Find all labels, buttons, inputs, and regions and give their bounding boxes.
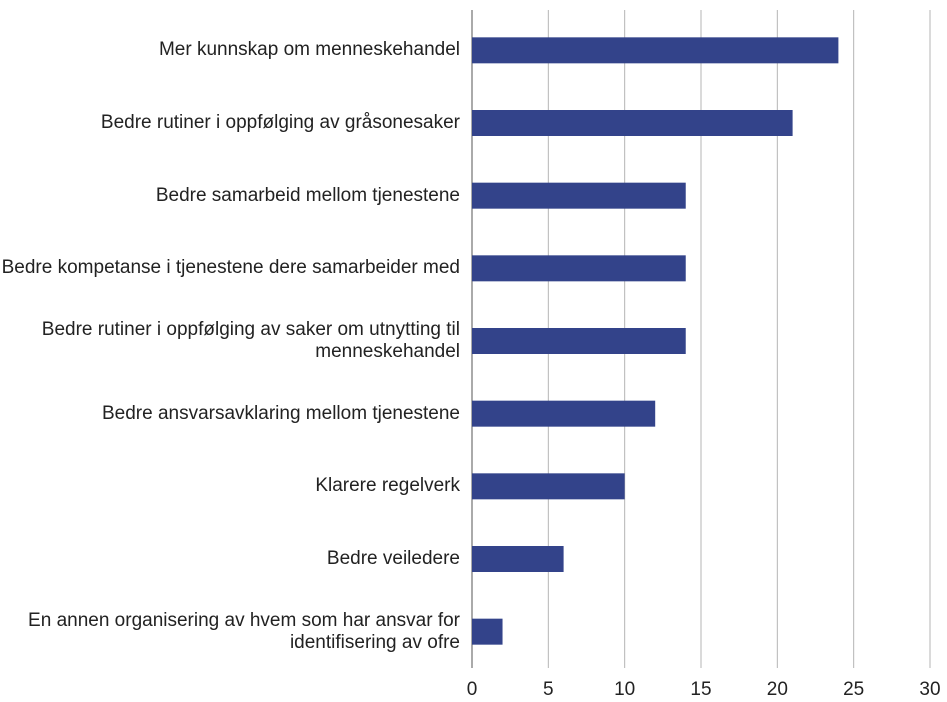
x-tick-label: 30: [919, 679, 940, 700]
bar: [472, 618, 503, 645]
x-tick-label: 5: [543, 679, 554, 700]
x-tick-label: 15: [690, 679, 711, 700]
bar: [472, 37, 839, 64]
y-tick-label: Klarere regelverk: [315, 475, 460, 497]
y-tick-label: Mer kunnskap om menneskehandel: [158, 39, 460, 61]
y-tick-label: En annen organisering av hvem som har an…: [28, 609, 460, 653]
y-tick-label: Bedre samarbeid mellom tjenestene: [155, 184, 460, 206]
x-tick-label: 25: [843, 679, 864, 700]
y-tick-label: Bedre ansvarsavklaring mellom tjenestene: [101, 402, 460, 424]
bar: [472, 473, 625, 500]
bar: [472, 255, 686, 282]
bar: [472, 328, 686, 354]
x-tick-label: 20: [767, 679, 788, 700]
y-tick-label: Bedre rutiner i oppfølging av saker om u…: [41, 319, 460, 362]
y-tick-label: Bedre veiledere: [326, 548, 460, 569]
y-tick-label: Bedre rutiner i oppfølging av gråsonesak…: [100, 112, 460, 133]
x-tick-label: 0: [467, 679, 478, 700]
x-tick-label: 10: [614, 679, 635, 700]
bar: [472, 110, 793, 136]
y-tick-label: Bedre kompetanse i tjenestene dere samar…: [1, 257, 460, 279]
bar: [472, 400, 656, 427]
bar: [472, 182, 686, 209]
bar: [472, 546, 564, 572]
